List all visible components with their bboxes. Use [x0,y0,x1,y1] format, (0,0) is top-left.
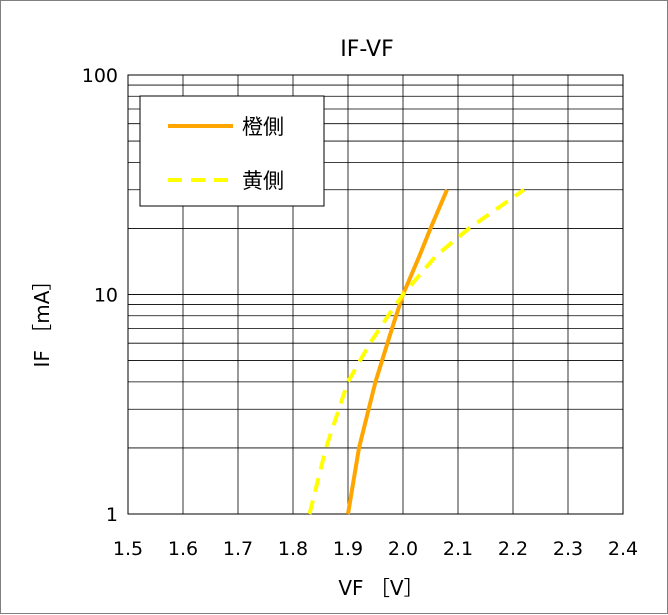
x-tick-label: 2.4 [608,538,638,560]
tick-label-layer: 1.5 1.6 1.7 1.8 1.9 2.0 2.1 2.2 2.3 2.4 1 10 100 [82,65,638,560]
legend-label: 黄側 [242,169,284,193]
y-tick-label: 1 [106,504,118,526]
y-axis-label: IF ［mA］ [30,271,54,368]
x-tick-label: 1.5 [113,538,143,560]
x-tick-label: 1.9 [333,538,363,560]
x-tick-label: 2.2 [498,538,528,560]
series-line [346,189,449,515]
legend-label: 橙側 [242,115,284,139]
x-tick-label: 1.8 [278,538,308,560]
series-line [307,188,526,515]
x-tick-label: 2.1 [443,538,473,560]
x-tick-label: 2.3 [553,538,583,560]
x-tick-label: 1.7 [223,538,253,560]
x-tick-label: 1.6 [168,538,198,560]
series-layer [307,188,526,515]
chart-title: IF-VF [340,37,394,62]
x-tick-label: 2.0 [388,538,418,560]
legend-box [139,95,325,207]
y-tick-label: 100 [82,65,118,87]
x-axis-label: VF ［V］ [338,576,423,600]
y-tick-label: 10 [94,285,118,307]
plot-area-border [127,74,624,515]
